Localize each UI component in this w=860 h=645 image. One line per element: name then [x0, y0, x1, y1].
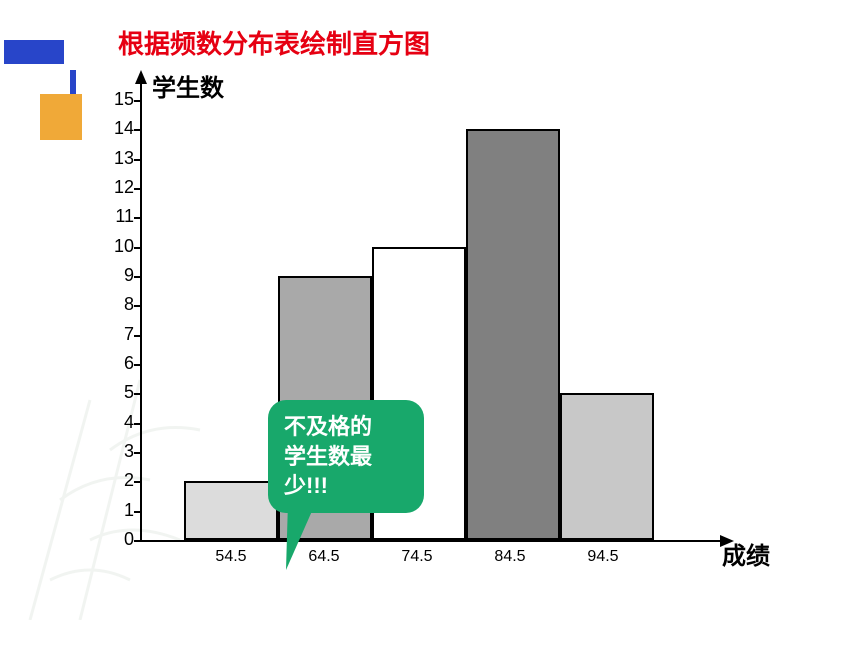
y-tick-mark [134, 188, 140, 190]
y-tick-mark [134, 129, 140, 131]
y-tick-mark [134, 217, 140, 219]
y-tick-mark [134, 452, 140, 454]
y-tick-mark [134, 393, 140, 395]
y-tick-label: 5 [106, 382, 134, 403]
y-tick-label: 11 [106, 206, 134, 227]
y-tick-mark [134, 305, 140, 307]
y-tick-label: 0 [106, 529, 134, 550]
x-axis [140, 540, 720, 542]
y-axis-title: 学生数 [152, 68, 224, 103]
y-tick-label: 12 [106, 177, 134, 198]
y-tick-label: 1 [106, 500, 134, 521]
y-tick-label: 13 [106, 148, 134, 169]
y-tick-mark [134, 100, 140, 102]
y-tick-mark [134, 364, 140, 366]
y-tick-label: 8 [106, 294, 134, 315]
x-axis-title: 成绩 [722, 536, 770, 571]
y-tick-label: 6 [106, 353, 134, 374]
deco-orange-box [40, 94, 82, 140]
y-tick-label: 14 [106, 118, 134, 139]
histogram-bar [466, 129, 560, 540]
y-tick-label: 2 [106, 470, 134, 491]
callout-line: 学生数最 [284, 442, 408, 472]
page-title: 根据频数分布表绘制直方图 [118, 24, 430, 61]
y-tick-label: 7 [106, 324, 134, 345]
y-tick-label: 10 [106, 236, 134, 257]
y-axis-arrow [135, 70, 147, 84]
x-tick-label: 84.5 [486, 548, 534, 566]
annotation-callout: 不及格的学生数最少!!! [268, 400, 424, 513]
deco-blue-bar [4, 40, 64, 64]
histogram-chart: 学生数成绩012345678910111213141554.564.574.58… [80, 70, 780, 600]
x-tick-label: 54.5 [207, 548, 255, 566]
histogram-bar [184, 481, 278, 540]
y-tick-mark [134, 247, 140, 249]
y-tick-mark [134, 540, 140, 542]
y-tick-mark [134, 335, 140, 337]
callout-tail [278, 502, 328, 574]
y-tick-mark [134, 481, 140, 483]
y-tick-mark [134, 159, 140, 161]
y-axis [140, 82, 142, 540]
callout-line: 不及格的 [284, 412, 408, 442]
x-tick-label: 74.5 [393, 548, 441, 566]
y-tick-label: 3 [106, 441, 134, 462]
y-tick-mark [134, 423, 140, 425]
y-tick-label: 9 [106, 265, 134, 286]
callout-line: 少!!! [284, 471, 408, 501]
y-tick-mark [134, 511, 140, 513]
y-tick-mark [134, 276, 140, 278]
y-tick-label: 4 [106, 412, 134, 433]
x-tick-label: 94.5 [579, 548, 627, 566]
histogram-bar [560, 393, 654, 540]
y-tick-label: 15 [106, 89, 134, 110]
